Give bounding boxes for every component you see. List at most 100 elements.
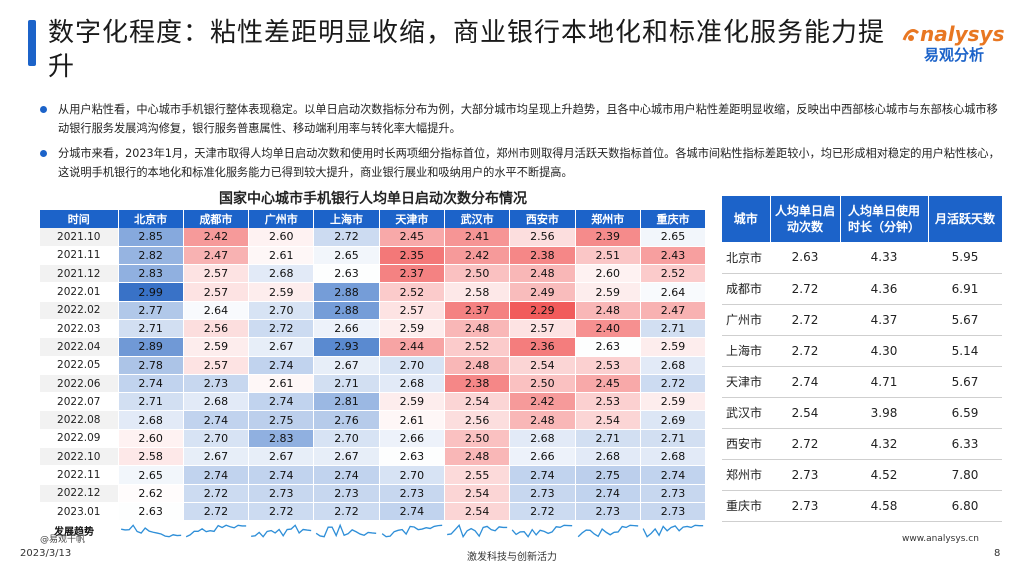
heatmap-cell: 2.73 xyxy=(640,484,707,503)
heatmap-cell: 2.56 xyxy=(509,228,576,247)
heatmap-cell: 2.59 xyxy=(640,392,707,412)
page-title: 数字化程度：粘性差距明显收缩，商业银行本地化和标准化服务能力提升 xyxy=(48,18,886,82)
metric-value: 4.37 xyxy=(840,304,928,336)
heatmap-cell: 2.65 xyxy=(313,246,380,266)
city-name: 北京市 xyxy=(722,242,770,274)
heatmap-cell: 2.81 xyxy=(313,392,380,412)
source-note: @易观千帆 xyxy=(40,535,86,545)
city-metrics-row: 成都市 2.72 4.36 6.91 xyxy=(722,273,1002,305)
summary-bullets: 从用户粘性看，中心城市手机银行整体表现稳定。以单日启动次数指标分布为例，大部分城… xyxy=(38,100,1008,188)
heatmap-cell: 2.74 xyxy=(379,502,445,522)
heatmap-cell: 2.67 xyxy=(313,447,380,467)
metric-value: 2.54 xyxy=(770,397,840,429)
sparkline-line xyxy=(316,523,377,538)
heatmap-row-label: 2022.12 xyxy=(40,484,119,503)
heatmap-cell: 2.72 xyxy=(313,228,380,247)
trend-cell xyxy=(444,520,511,542)
heatmap-cell: 2.75 xyxy=(248,410,315,430)
heatmap-cell: 2.68 xyxy=(183,392,250,412)
trend-cell xyxy=(640,520,707,542)
heatmap-row: 2021.10 2.85 2.42 2.60 2.72 2.45 2.41 2.56 2.39 2… xyxy=(40,228,707,247)
heatmap-cell: 2.39 xyxy=(575,228,641,247)
heatmap-cell: 2.85 xyxy=(118,228,184,247)
city-name: 上海市 xyxy=(722,335,770,367)
heatmap-column-header: 武汉市 xyxy=(444,210,511,228)
sparkline xyxy=(185,524,246,538)
heatmap-cell: 2.42 xyxy=(509,392,576,412)
heatmap-cell: 2.53 xyxy=(575,392,641,412)
heatmap-cell: 2.58 xyxy=(118,447,184,467)
heatmap-cell: 2.47 xyxy=(183,246,250,266)
heatmap-cell: 2.54 xyxy=(575,410,641,430)
heatmap-row: 2021.11 2.82 2.47 2.61 2.65 2.35 2.42 2.38 2.51 2… xyxy=(40,246,707,266)
heatmap-cell: 2.72 xyxy=(248,502,315,522)
city-name: 重庆市 xyxy=(722,490,770,522)
heatmap-cell: 2.75 xyxy=(575,465,641,485)
heatmap-cell: 2.73 xyxy=(575,502,641,522)
heatmap-cell: 2.48 xyxy=(444,356,511,375)
metric-value: 4.30 xyxy=(840,335,928,367)
heatmap-cell: 2.59 xyxy=(248,282,315,302)
bullet-2: 分城市来看，2023年1月，天津市取得人均单日启动次数和使用时长两项细分指标首位… xyxy=(38,144,1008,182)
trend-cell xyxy=(313,520,380,542)
trend-cell xyxy=(379,520,445,542)
city-metrics-column-header: 人均单日使用时长（分钟） xyxy=(840,196,929,242)
city-metrics-row: 天津市 2.74 4.71 5.67 xyxy=(722,366,1002,398)
city-metrics-row: 重庆市 2.73 4.58 6.80 xyxy=(722,490,1002,522)
metric-value: 2.72 xyxy=(770,428,840,460)
heatmap-cell: 2.69 xyxy=(640,410,707,430)
metric-value: 4.32 xyxy=(840,428,928,460)
sparkline-line xyxy=(381,524,442,538)
heatmap-cell: 2.59 xyxy=(183,337,250,357)
heatmap-cell: 2.83 xyxy=(118,264,184,284)
city-metrics-row: 西安市 2.72 4.32 6.33 xyxy=(722,428,1002,460)
heatmap-cell: 2.63 xyxy=(118,502,184,522)
heatmap-row: 2022.10 2.58 2.67 2.67 2.67 2.63 2.48 2.66 2.68 2… xyxy=(40,447,707,467)
heatmap-cell: 2.57 xyxy=(183,264,250,284)
heatmap-row: 2022.05 2.78 2.57 2.74 2.67 2.70 2.48 2.54 2.53 2… xyxy=(40,356,707,375)
heatmap-cell: 2.74 xyxy=(248,465,315,485)
heatmap-cell: 2.59 xyxy=(640,337,707,357)
sparkline-line xyxy=(577,524,638,538)
footer-slogan: 激发科技与创新活力 xyxy=(467,552,557,563)
city-name: 郑州市 xyxy=(722,459,770,491)
metric-value: 2.72 xyxy=(770,273,840,305)
heatmap-cell: 2.73 xyxy=(248,484,315,503)
heatmap-cell: 2.71 xyxy=(575,429,641,449)
heatmap-cell: 2.68 xyxy=(640,356,707,375)
heatmap-cell: 2.48 xyxy=(509,264,576,284)
heatmap-cell: 2.71 xyxy=(118,319,184,339)
sparkline-line xyxy=(642,524,704,538)
heatmap-cell: 2.72 xyxy=(313,502,380,522)
trend-cell xyxy=(118,520,184,542)
heatmap-cell: 2.67 xyxy=(183,447,250,467)
heatmap-cell: 2.42 xyxy=(183,228,250,247)
title-accent-bar xyxy=(28,20,36,66)
city-metrics-column-header: 人均单日启动次数 xyxy=(770,196,841,242)
heatmap-column-header: 广州市 xyxy=(248,210,315,228)
metric-value: 2.63 xyxy=(770,242,840,274)
metric-value: 4.52 xyxy=(840,459,928,491)
heatmap-cell: 2.54 xyxy=(444,502,511,522)
heatmap-cell: 2.66 xyxy=(509,447,576,467)
heatmap-row-label: 2022.03 xyxy=(40,319,119,339)
heatmap-cell: 2.50 xyxy=(444,429,511,449)
metric-value: 6.59 xyxy=(928,397,1002,429)
heatmap-column-header: 上海市 xyxy=(313,210,380,228)
heatmap-cell: 2.48 xyxy=(444,319,511,339)
heatmap-cell: 2.72 xyxy=(509,502,576,522)
heatmap-cell: 2.37 xyxy=(444,301,511,320)
heatmap-cell: 2.67 xyxy=(248,337,315,357)
heatmap-cell: 2.59 xyxy=(379,319,445,339)
city-name: 天津市 xyxy=(722,366,770,398)
heatmap-column-header: 天津市 xyxy=(379,210,445,228)
city-metrics-header-row: 城市 人均单日启动次数 人均单日使用时长（分钟） 月活跃天数 xyxy=(722,196,1003,242)
sparkline-line xyxy=(447,523,508,538)
metric-value: 2.72 xyxy=(770,304,840,336)
heatmap-cell: 2.73 xyxy=(509,484,576,503)
city-metrics-table: 城市 人均单日启动次数 人均单日使用时长（分钟） 月活跃天数 北京市 2.63 4.33 5… xyxy=(722,196,1003,522)
sparkline xyxy=(447,523,508,538)
heatmap-cell: 2.37 xyxy=(379,264,445,284)
heatmap-row: 2022.07 2.71 2.68 2.74 2.81 2.59 2.54 2.42 2.53 2… xyxy=(40,392,707,412)
metric-value: 2.74 xyxy=(770,366,840,398)
